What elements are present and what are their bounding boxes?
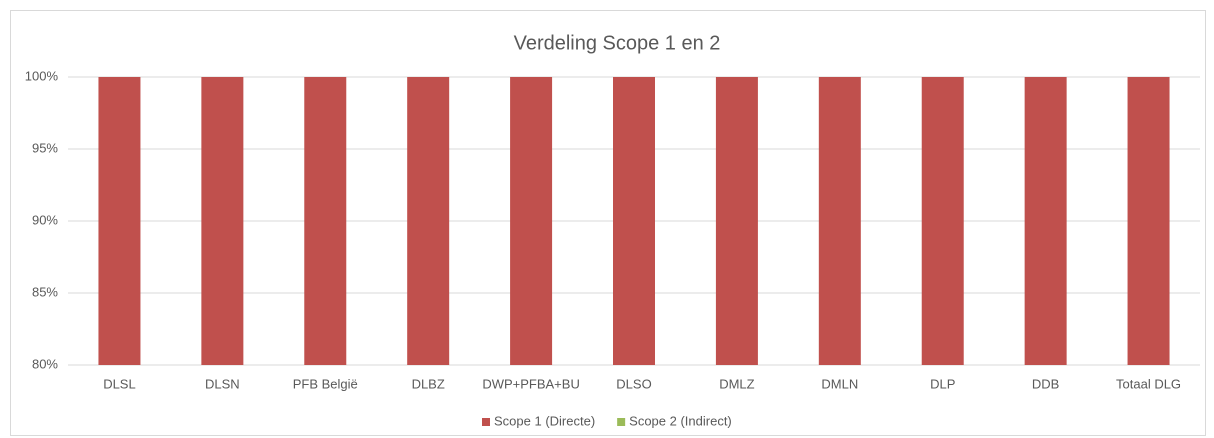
y-tick-label: 80% — [32, 356, 58, 371]
bar-segment — [510, 77, 553, 365]
x-tick-label: DLSL — [103, 376, 136, 391]
x-tick-label: DMLZ — [719, 376, 754, 391]
bar-segment — [1127, 77, 1170, 365]
x-tick-label: DLBZ — [412, 376, 445, 391]
y-tick-label: 90% — [32, 212, 58, 227]
x-tick-label: DWP+PFBA+BU — [482, 376, 580, 391]
bar-segment — [921, 77, 964, 365]
x-tick-label: DDB — [1032, 376, 1059, 391]
legend-swatch — [617, 418, 626, 426]
legend-swatch — [482, 418, 490, 426]
bar-segment — [98, 77, 141, 365]
legend-label: Scope 2 (Indirect) — [629, 413, 732, 428]
bar-segment — [818, 77, 861, 365]
bar-segment — [1024, 77, 1067, 365]
x-tick-label: PFB België — [293, 376, 358, 391]
y-tick-label: 100% — [25, 68, 59, 83]
bar-segment — [715, 77, 758, 365]
bar-segment — [407, 77, 450, 365]
y-tick-label: 95% — [32, 140, 58, 155]
x-tick-label: DLSO — [616, 376, 651, 391]
legend-label: Scope 1 (Directe) — [494, 413, 595, 428]
bar-segment — [201, 77, 244, 365]
x-tick-label: Totaal DLG — [1116, 376, 1181, 391]
bar-segment — [304, 77, 347, 365]
x-tick-label: DLP — [930, 376, 955, 391]
bar-segment — [613, 77, 655, 365]
x-tick-label: DLSN — [205, 376, 240, 391]
y-tick-label: 85% — [32, 284, 58, 299]
chart-title: Verdeling Scope 1 en 2 — [514, 32, 721, 54]
x-tick-label: DMLN — [821, 376, 858, 391]
